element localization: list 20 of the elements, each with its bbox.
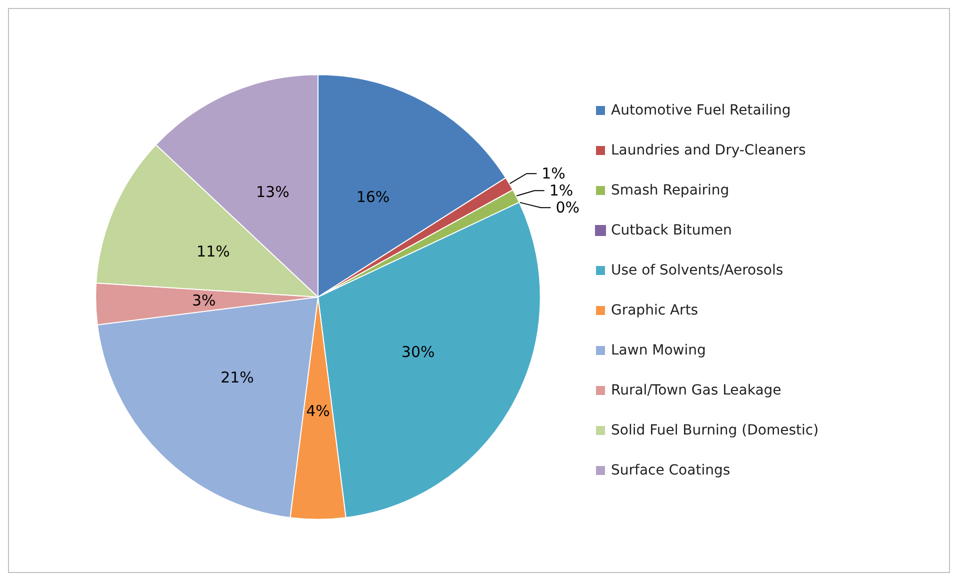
data-label: 30%	[401, 343, 435, 362]
legend-label: Rural/Town Gas Leakage	[611, 382, 782, 398]
data-label: 21%	[220, 368, 254, 387]
legend-label: Use of Solvents/Aerosols	[611, 262, 784, 278]
legend-label: Lawn Mowing	[611, 342, 706, 358]
legend-label: Surface Coatings	[611, 462, 730, 478]
legend-label: Laundries and Dry-Cleaners	[611, 142, 806, 158]
legend-label: Graphic Arts	[611, 302, 698, 318]
legend-label: Cutback Bitumen	[611, 222, 732, 238]
text: 0%	[556, 198, 580, 217]
legend-label: Smash Repairing	[611, 182, 730, 198]
legend-label: Solid Fuel Burning (Domestic)	[611, 422, 819, 438]
data-label: 4%	[306, 402, 330, 420]
data-label: 16%	[356, 188, 390, 206]
data-label: 3%	[192, 292, 216, 310]
data-label: 1%	[549, 182, 574, 200]
data-label: 13%	[256, 183, 290, 202]
legend-label: Automotive Fuel Retailing	[611, 102, 791, 118]
data-label: 11%	[196, 242, 230, 261]
data-label: 1%	[542, 164, 566, 183]
